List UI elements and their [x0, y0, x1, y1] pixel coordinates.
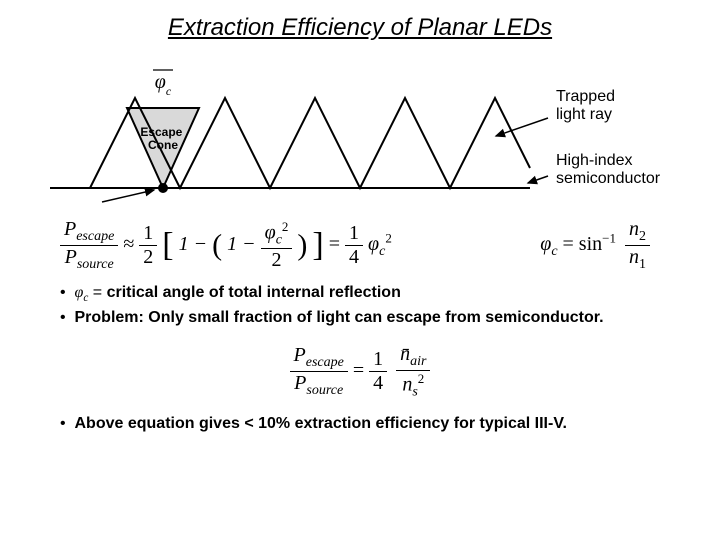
- eq-phic-den: 2: [261, 249, 293, 272]
- eq3-ns-sub: s: [412, 384, 417, 399]
- eq3-ns-sup: 2: [418, 371, 425, 386]
- eq-lhs-num: P: [64, 218, 76, 240]
- annotation-semiconductor: High-index semiconductor: [556, 152, 660, 188]
- eq3-lden: P: [294, 372, 306, 394]
- eq2-phi: φ: [540, 233, 551, 255]
- bullet-efficiency: • Above equation gives < 10% extraction …: [60, 414, 660, 435]
- eq-half-num: 1: [139, 222, 157, 246]
- bullet-critical-angle: • φc = critical angle of total internal …: [60, 283, 660, 306]
- page-title: Extraction Efficiency of Planar LEDs: [30, 14, 690, 42]
- eq-lhs-den: P: [65, 246, 77, 268]
- eq-inner-one: 1 −: [179, 233, 213, 255]
- diagram-row: Escape Cone φc Trapped light ray High-in…: [30, 48, 690, 208]
- eq3-lnum: P: [294, 344, 306, 366]
- equation-row-1: Pescape Psource ≈ 1 2 [ 1 − ( 1 − φc2 2 …: [60, 218, 650, 273]
- annotation-trapped-l1: Trapped light ray: [556, 88, 615, 123]
- eq3-nair: n̄: [400, 343, 410, 365]
- eq-rhs-phi-sup: 2: [385, 230, 392, 245]
- annotation-trapped: Trapped light ray: [556, 88, 660, 124]
- eq2-sin-sup: −1: [602, 230, 616, 245]
- eq-inner-term-one: 1 −: [227, 233, 261, 255]
- eq-q-den: 4: [345, 246, 363, 269]
- emitter-dot: [158, 183, 168, 193]
- eq2-den-sub: 1: [639, 257, 646, 272]
- eq3-lnum-sub: escape: [306, 355, 344, 370]
- equation-critical-angle: φc = sin−1 n2 n1: [540, 218, 650, 273]
- eq3-q-num: 1: [369, 348, 387, 372]
- eq-lhs-den-sub: source: [77, 257, 114, 272]
- bullet-problem: • Problem: Only small fraction of light …: [60, 308, 660, 329]
- eq-phic-sub: c: [276, 232, 282, 247]
- bullet-group-1: • φc = critical angle of total internal …: [60, 283, 660, 329]
- eq-rhs-phi: φ: [368, 233, 379, 255]
- eq-rhs-phi-sub: c: [379, 244, 385, 259]
- arrow-to-emitter: [102, 190, 154, 202]
- equation-ratio-ns: Pescape Psource = 1 4 n̄air ns2: [30, 343, 690, 401]
- eq2-num: n: [629, 218, 639, 240]
- equation-pescape-approx: Pescape Psource ≈ 1 2 [ 1 − ( 1 − φc2 2 …: [60, 218, 392, 273]
- eq2-phi-sub: c: [551, 244, 557, 259]
- bullet-1-text: critical angle of total internal reflect…: [107, 284, 401, 301]
- eq-q-num: 1: [345, 222, 363, 246]
- eq-half-den: 2: [139, 246, 157, 269]
- eq2-num-sub: 2: [639, 229, 646, 244]
- bullet-3-text: Above equation gives < 10% extraction ef…: [75, 415, 567, 432]
- escape-cone-diagram: Escape Cone φc: [30, 48, 550, 208]
- eq3-nair-sub: air: [410, 354, 426, 369]
- arrow-trapped-ray: [496, 118, 548, 136]
- eq2-den: n: [629, 246, 639, 268]
- eq3-lden-sub: source: [306, 383, 343, 398]
- eq2-sin: = sin: [563, 233, 603, 255]
- eq3-q-den: 4: [369, 372, 387, 395]
- bullet-2-text: Problem: Only small fraction of light ca…: [75, 309, 604, 326]
- annotation-semiconductor-l: High-index semiconductor: [556, 152, 660, 187]
- phic-label: φc: [155, 71, 172, 98]
- eq-phic-num: φ: [265, 221, 276, 243]
- arrow-semiconductor: [528, 176, 548, 183]
- eq-phic-sup: 2: [282, 219, 289, 234]
- eq3-ns: n: [402, 373, 412, 395]
- bullet-group-2: • Above equation gives < 10% extraction …: [60, 414, 660, 435]
- eq-lhs-num-sub: escape: [76, 229, 114, 244]
